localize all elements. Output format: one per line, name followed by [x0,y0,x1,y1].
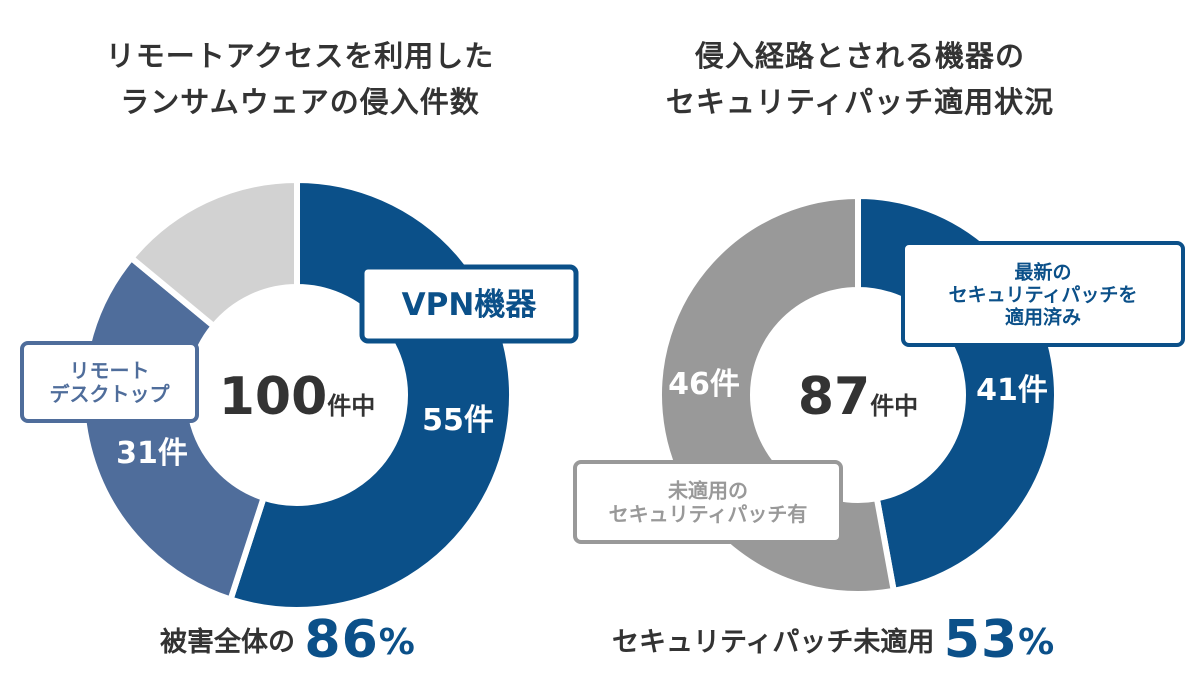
center-value-left: 100 [219,367,328,427]
footer-right-unit: % [1018,622,1055,663]
footer-left-unit: % [378,622,415,663]
center-label-left: 100件中 [219,367,376,427]
callout-text-right-1-1: 最新の [1014,260,1071,283]
callout-text-right-1-2: セキュリティパッチを [949,284,1138,306]
chart-title-left-line-1: リモートアクセスを利用した [105,39,495,73]
chart-title-right: 侵入経路とされる機器の セキュリティパッチ適用状況 [580,33,1140,125]
slice-left-3 [127,176,300,331]
chart-title-left: リモートアクセスを利用した ランサムウェアの侵入件数 [20,33,580,125]
callout-text-left-2-1: リモート [70,358,150,382]
callout-left-1: VPN機器 [359,264,579,344]
callout-text-right-2-1: 未適用の [668,478,748,502]
value-label-right-2: 46件 [668,367,740,402]
value-label-right-1: 41件 [976,373,1048,408]
value-label-left-2: 31件 [116,436,188,471]
callout-text-left-2-2: デスクトップ [50,382,171,406]
footer-right: セキュリティパッチ未適用 53% [612,610,1054,670]
chart-title-right-line-1: 侵入経路とされる機器の [694,39,1025,73]
center-label-right: 87件中 [798,367,918,427]
callout-box-right-2 [573,460,843,544]
callout-text-right-1-3: 適用済み [1005,305,1081,328]
chart-title-left-line-2: ランサムウェアの侵入件数 [120,85,480,119]
center-value-right: 87 [798,367,870,427]
footer-right-text: セキュリティパッチ未適用 [612,627,935,658]
footer-left-text: 被害全体の [160,627,295,658]
callout-text-right-2-2: セキュリティパッチ有 [609,502,808,526]
center-unit-right: 件中 [870,392,918,420]
footer-left-value: 86 [304,610,379,670]
value-label-left-1: 55件 [422,403,494,438]
callout-text-left-1-1: VPN機器 [402,287,538,323]
chart-title-right-line-2: セキュリティパッチ適用状況 [665,85,1055,119]
center-unit-left: 件中 [327,392,375,420]
callout-box-left-1 [359,264,579,344]
callout-box-left-2 [20,341,199,423]
callout-box-right-1 [901,241,1185,347]
footer-right-value: 53 [943,610,1019,670]
footer-left: 被害全体の 86% [160,610,415,670]
